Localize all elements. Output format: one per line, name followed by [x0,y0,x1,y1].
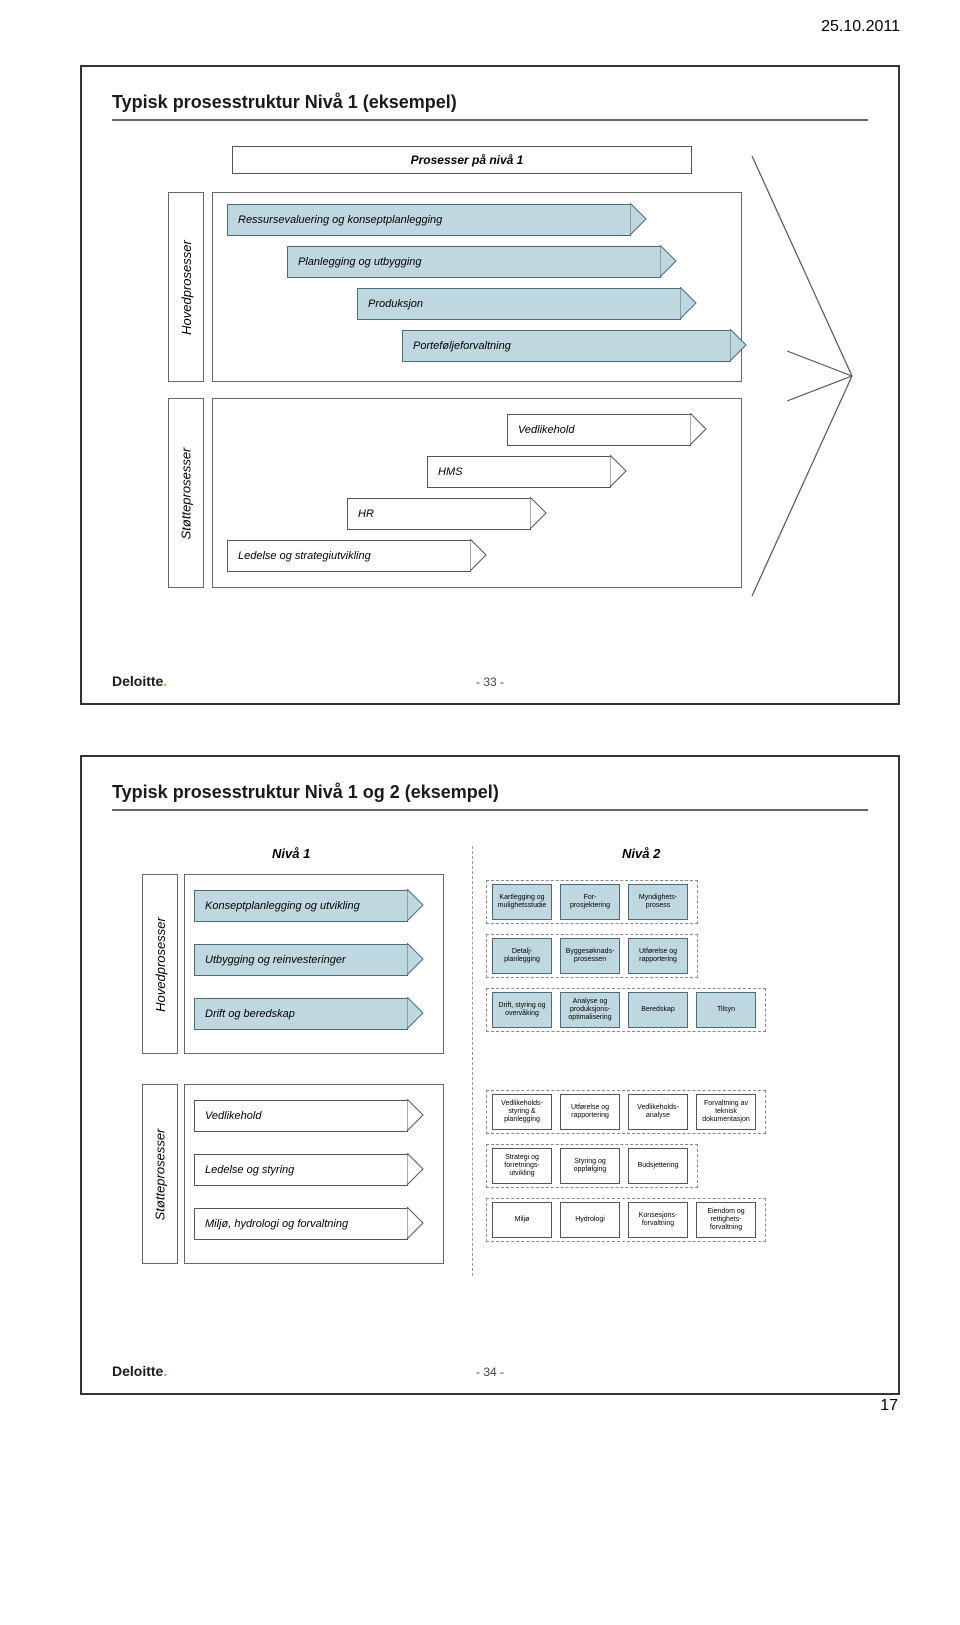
process-box: Vedlikeholds-analyse [628,1094,688,1130]
process-arrow: HMS [427,456,627,488]
process-box: Drift, styring og overvåking [492,992,552,1028]
process-box: Utførelse og rapportering [628,938,688,974]
process-box: Utførelse og rapportering [560,1094,620,1130]
niva2-header: Nivå 2 [622,846,660,861]
process-box: Styring og oppfølging [560,1148,620,1184]
process-box: Strategi og forretnings-utvikling [492,1148,552,1184]
process-box: Tilsyn [696,992,756,1028]
page-footer: 17 [880,1397,898,1415]
process-arrow: Ledelse og strategiutvikling [227,540,487,572]
process-box: Budsjettering [628,1148,688,1184]
process-arrow: Ressursevaluering og konseptplanlegging [227,204,647,236]
process-arrow: Drift og beredskap [194,998,424,1030]
slide-2-pagenum: - 34 - [476,1365,504,1379]
process-arrow: Vedlikehold [507,414,707,446]
deloitte-logo-1: Deloitte. [112,673,167,689]
process-arrow: Vedlikehold [194,1100,424,1132]
process-arrow: Planlegging og utbygging [287,246,677,278]
process-arrow: HR [347,498,547,530]
slide-1-title: Typisk prosesstruktur Nivå 1 (eksempel) [112,92,868,121]
process-box: Hydrologi [560,1202,620,1238]
process-box: Analyse og produksjons-optimalisering [560,992,620,1028]
slide2-canvas: Nivå 1 Nivå 2 Hovedprosesser Støtteprose… [112,836,868,1326]
process-box: Myndighets-prosess [628,884,688,920]
process-arrow: Utbygging og reinvesteringer [194,944,424,976]
slide-1-pagenum: - 33 - [476,675,504,689]
deloitte-logo-2: Deloitte. [112,1363,167,1379]
process-box: For-prosjektering [560,884,620,920]
niva1-header: Nivå 1 [272,846,310,861]
slide-2: Typisk prosesstruktur Nivå 1 og 2 (eksem… [80,755,900,1395]
process-box: Kartlegging og mulighetsstudie [492,884,552,920]
process-arrow: Miljø, hydrologi og forvaltning [194,1208,424,1240]
process-box: Detalj-planlegging [492,938,552,974]
vlabel2-hoved: Hovedprosesser [142,874,178,1054]
process-arrow: Ledelse og styring [194,1154,424,1186]
dashed-divider [472,846,473,1276]
process-box: Byggesøknads-prosessen [560,938,620,974]
process-arrow: Konseptplanlegging og utvikling [194,890,424,922]
slide-1: Typisk prosesstruktur Nivå 1 (eksempel) … [80,65,900,705]
slide1-canvas: Prosesser på nivå 1 Hovedprosesser Støtt… [112,146,868,626]
process-box: Vedlikeholds-styring & planlegging [492,1094,552,1130]
process-box: Konsesjons-forvaltning [628,1202,688,1238]
date: 25.10.2011 [821,18,900,36]
process-arrow: Porteføljeforvaltning [402,330,747,362]
process-arrow: Produksjon [357,288,697,320]
process-box: Eiendom og rettighets-forvaltning [696,1202,756,1238]
process-box: Forvaltning av teknisk dokumentasjon [696,1094,756,1130]
vlabel2-stotte: Støtteprosesser [142,1084,178,1264]
vlabel-stotte: Støtteprosesser [168,398,204,588]
process-box: Beredskap [628,992,688,1028]
vlabel-hoved: Hovedprosesser [168,192,204,382]
slide-2-title: Typisk prosesstruktur Nivå 1 og 2 (eksem… [112,782,868,811]
top-header-arrow: Prosesser på nivå 1 [232,146,712,174]
process-box: Miljø [492,1202,552,1238]
